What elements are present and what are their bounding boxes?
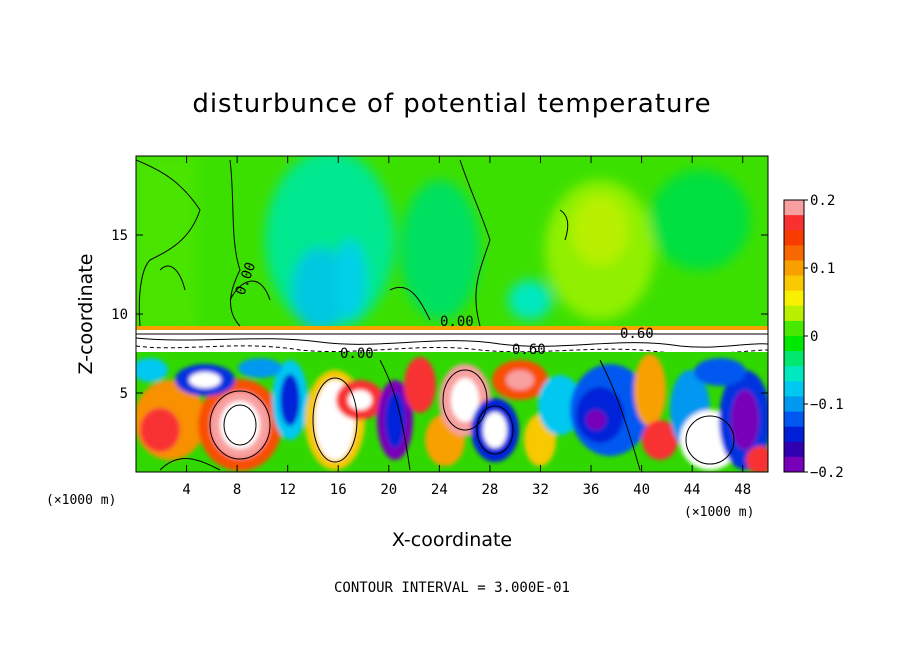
colorbar-swatch: [784, 366, 804, 382]
colorbar: [783, 199, 805, 473]
contour-label: 0.00: [440, 314, 474, 330]
x-unit-left: (×1000 m): [46, 493, 116, 508]
colorbar-swatch: [784, 396, 804, 413]
colorbar-ticks: 0.2 0.1 0 −0.1 −0.2: [804, 193, 844, 481]
colorbar-swatch: [784, 336, 804, 352]
colorbar-swatch: [784, 441, 804, 458]
colorbar-swatch: [784, 215, 804, 231]
colorbar-tick-label: 0: [810, 329, 818, 345]
y-axis: 5 10 15: [111, 228, 768, 402]
colorbar-swatch: [784, 200, 804, 216]
x-tick-label: 44: [684, 482, 701, 498]
colorbar-tick-label: −0.2: [810, 465, 844, 481]
heatmap-field: 0.00 0.00 0.60 0.60 0.00: [136, 156, 768, 472]
colorbar-swatch: [784, 275, 804, 292]
colorbar-tick-label: −0.1: [810, 397, 844, 413]
inversion-layer: [136, 326, 768, 330]
colorbar-swatch: [784, 260, 804, 277]
x-tick-label: 20: [380, 482, 397, 498]
turbulent-layer: [136, 352, 768, 472]
x-tick-label: 28: [481, 482, 498, 498]
colorbar-swatch: [784, 411, 804, 428]
contour-label: 0.60: [512, 342, 546, 358]
colorbar-swatch: [784, 290, 804, 307]
colorbar-tick-label: 0.1: [810, 261, 835, 277]
colorbar-swatch: [784, 245, 804, 261]
contour-label: 0.60: [620, 326, 654, 342]
y-tick-label: 10: [111, 307, 128, 323]
colorbar-tick-label: 0.2: [810, 193, 835, 209]
x-tick-label: 4: [182, 482, 190, 498]
x-tick-label: 40: [633, 482, 650, 498]
x-tick-label: 12: [279, 482, 296, 498]
x-tick-label: 8: [233, 482, 241, 498]
y-tick-label: 5: [120, 386, 128, 402]
y-tick-label: 15: [111, 228, 128, 244]
colorbar-swatch: [784, 305, 804, 322]
contour-label: 0.00: [340, 346, 374, 362]
colorbar-swatch: [784, 230, 804, 246]
x-tick-label: 16: [330, 482, 347, 498]
colorbar-swatch: [784, 456, 804, 473]
x-tick-label: 24: [431, 482, 448, 498]
chart-title: disturbunce of potential temperature: [192, 89, 711, 119]
colorbar-swatch: [784, 320, 804, 337]
x-tick-label: 32: [532, 482, 549, 498]
contour-interval: CONTOUR INTERVAL = 3.000E-01: [334, 580, 570, 596]
colorbar-swatch: [784, 426, 804, 443]
colorbar-swatch: [784, 381, 804, 397]
x-axis-label: X-coordinate: [392, 529, 512, 551]
x-axis: 4 8 12 16 20 24 28 32 36 40 44 48: [182, 156, 751, 498]
x-tick-label: 48: [734, 482, 751, 498]
y-axis-label: Z-coordinate: [75, 254, 97, 375]
x-tick-label: 36: [583, 482, 600, 498]
x-unit-right: (×1000 m): [684, 505, 754, 520]
colorbar-swatch: [784, 351, 804, 367]
